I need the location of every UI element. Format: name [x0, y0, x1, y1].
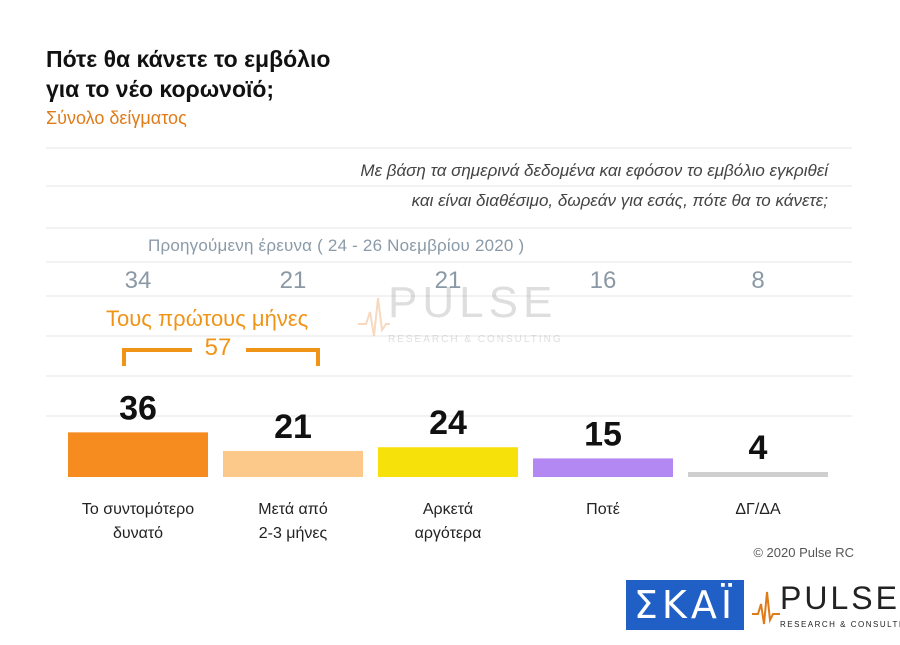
category-label: Αρκετά [423, 501, 473, 518]
previous-value-label: 21 [435, 267, 462, 294]
bar-value-label: 21 [274, 408, 312, 446]
bar-value-label: 15 [584, 415, 622, 453]
previous-value-label: 21 [280, 267, 307, 294]
bar [688, 472, 828, 477]
category-label: Ποτέ [586, 501, 620, 518]
pulse-logo-subtitle: RESEARCH & CONSULTING [780, 620, 900, 629]
chart-subtitle: Σύνολο δείγματος [46, 108, 187, 128]
bar [378, 447, 518, 477]
pulse-logo: PULSE RESEARCH & CONSULTING [752, 580, 900, 634]
bar [68, 432, 208, 477]
skai-logo: ΣΚΑΪ [626, 580, 744, 630]
copyright: © 2020 Pulse RC [753, 545, 854, 560]
chart-title: Πότε θα κάνετε το εμβόλιο για το νέο κορ… [46, 44, 330, 104]
category-label: δυνατό [113, 525, 163, 542]
category-label: αργότερα [415, 525, 482, 542]
category-label: Μετά από [258, 501, 328, 518]
group-total: 57 [204, 334, 232, 361]
bar-value-label: 36 [119, 389, 157, 427]
previous-value-label: 16 [590, 267, 617, 294]
bar-value-label: 4 [749, 429, 768, 467]
previous-value-label: 8 [751, 267, 764, 294]
title-line-1: Πότε θα κάνετε το εμβόλιο [46, 46, 331, 72]
group-bracket-right [246, 348, 320, 366]
pulse-wave-icon [358, 297, 390, 337]
question-line-2: και είναι διαθέσιμο, δωρεάν για εσάς, πό… [411, 191, 828, 210]
group-bracket-left [122, 348, 192, 366]
question-line-1: Με βάση τα σημερινά δεδομένα και εφόσον … [360, 161, 828, 180]
pulse-logo-wave-icon [752, 591, 780, 625]
watermark-word: PULSE [388, 278, 558, 327]
bar [223, 450, 363, 477]
category-label: ΔΓ/ΔΑ [735, 501, 781, 518]
pulse-logo-word: PULSE [780, 580, 900, 616]
survey-question: Με βάση τα σημερινά δεδομένα και εφόσον … [228, 156, 828, 216]
title-line-2: για το νέο κορωνοϊό; [46, 76, 275, 102]
bar-value-label: 24 [429, 404, 467, 442]
bar [533, 458, 673, 477]
previous-value-label: 34 [125, 267, 152, 294]
category-label: 2-3 μήνες [259, 525, 328, 542]
previous-survey-label: Προηγούμενη έρευνα ( 24 - 26 Νοεμβρίου 2… [148, 236, 525, 255]
group-label: Τους πρώτους μήνες [106, 306, 309, 331]
category-label: Το συντομότερο [82, 501, 194, 518]
watermark-subtitle: RESEARCH & CONSULTING [388, 334, 563, 345]
